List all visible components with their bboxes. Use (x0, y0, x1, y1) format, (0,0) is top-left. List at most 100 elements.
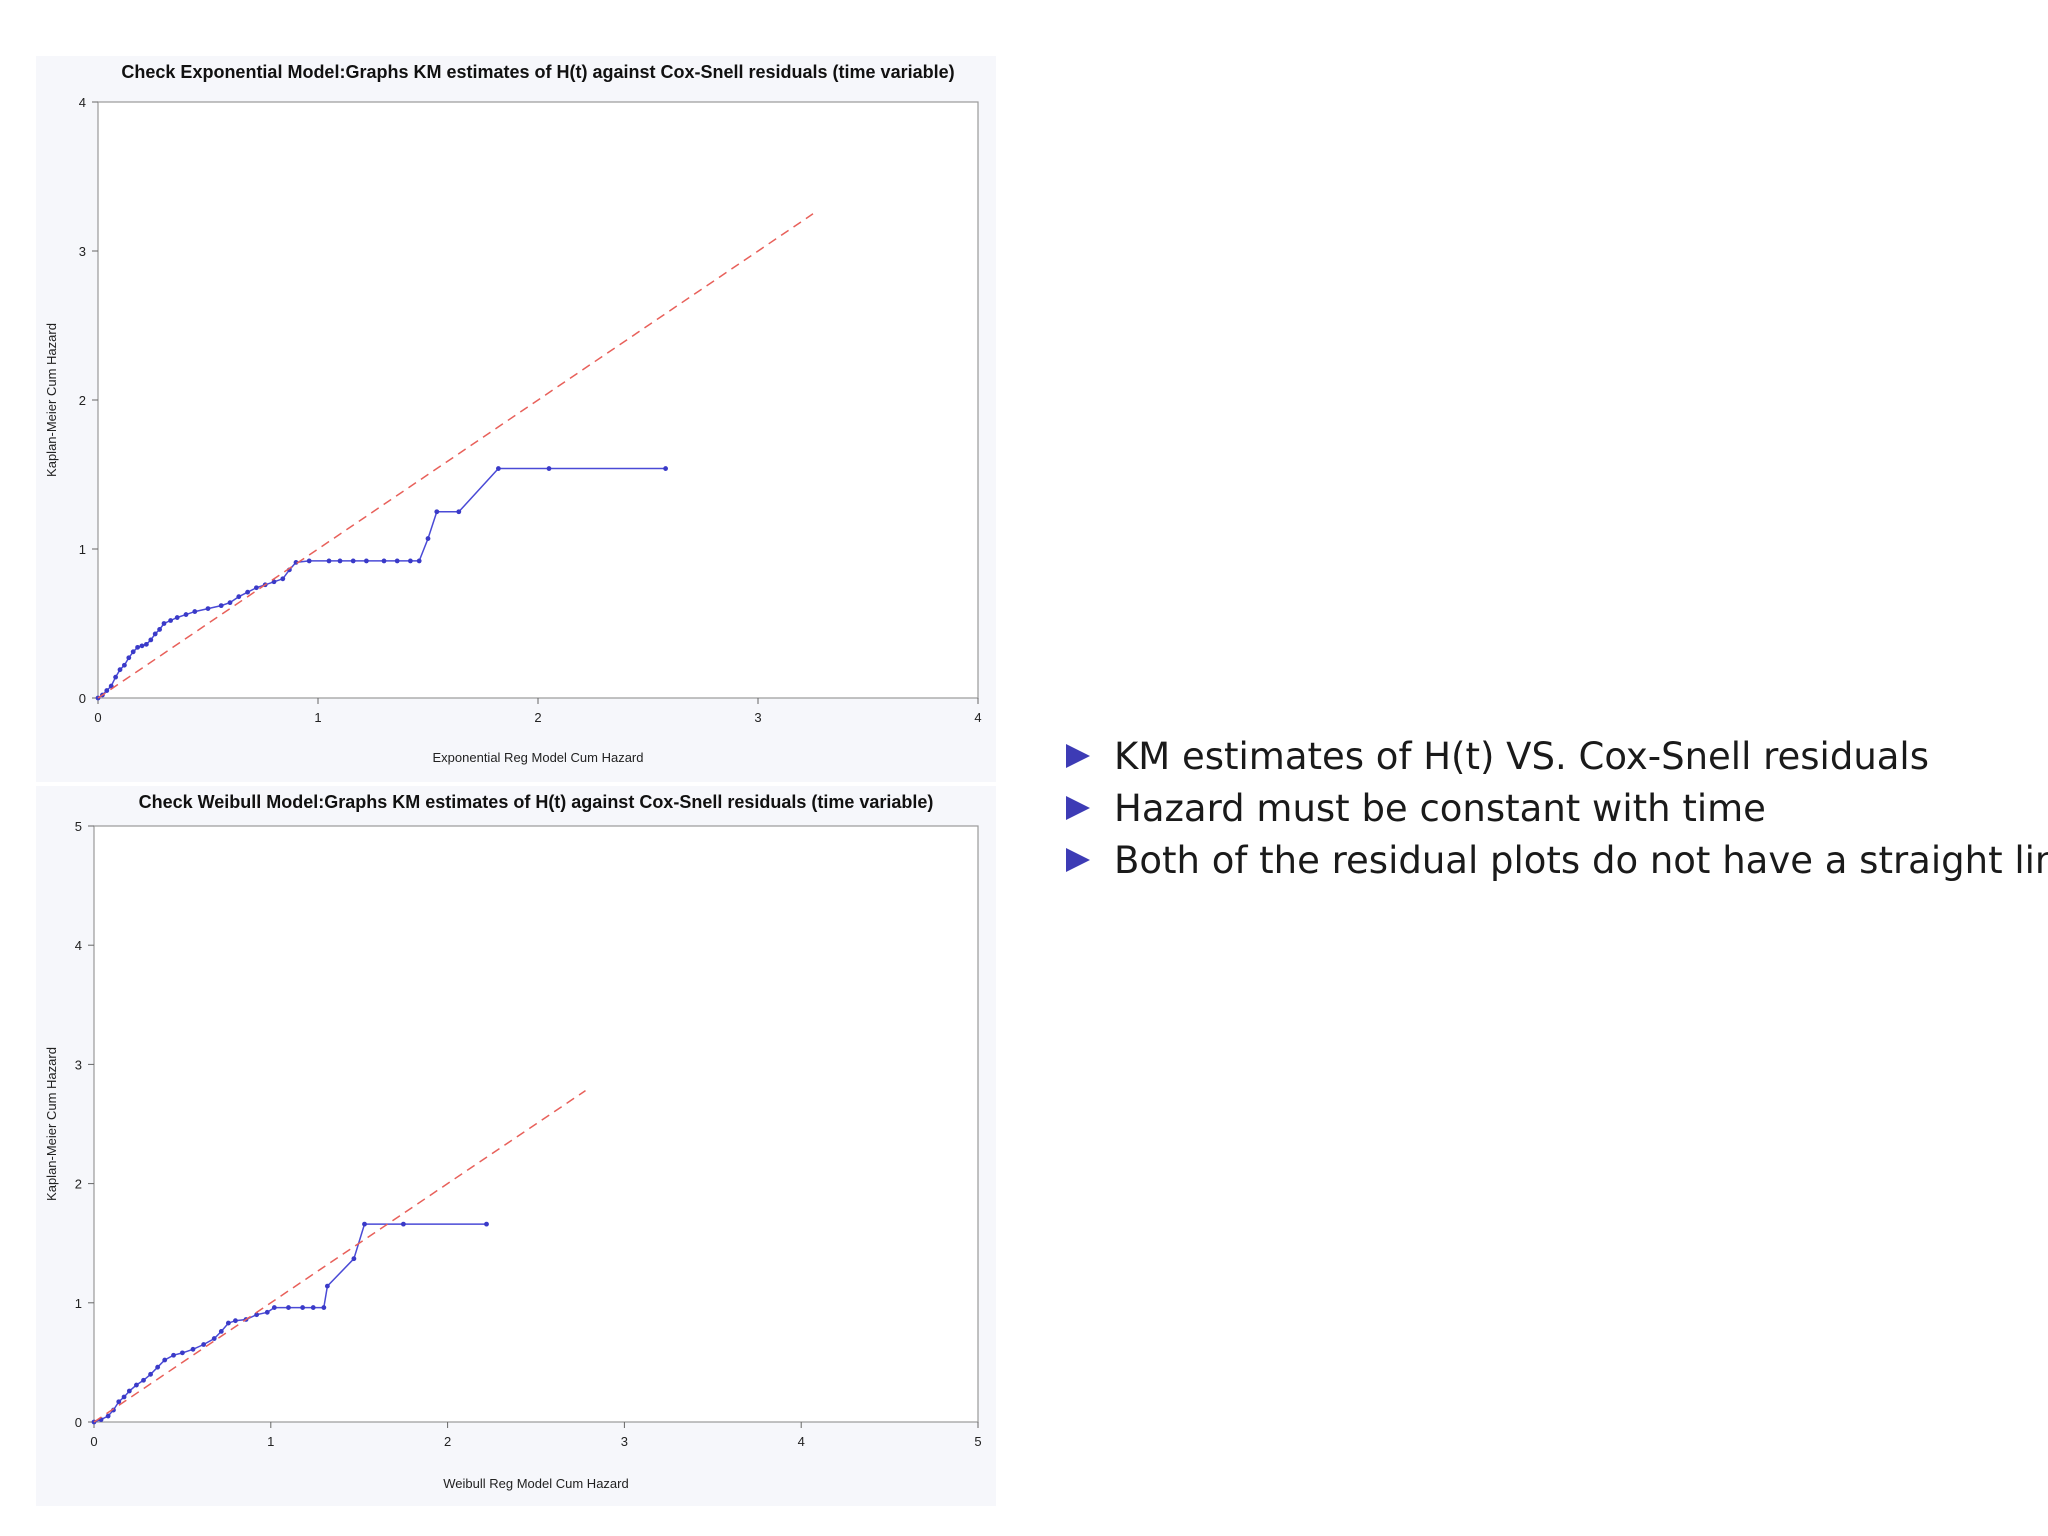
data-point (225, 1320, 231, 1326)
y-tick-label: 1 (79, 542, 86, 557)
y-tick-label: 0 (79, 691, 86, 706)
data-point (148, 1371, 153, 1377)
x-axis-label: Weibull Reg Model Cum Hazard (443, 1476, 628, 1491)
data-point (227, 600, 233, 606)
data-point (381, 558, 387, 564)
chart-title: Check Weibull Model:Graphs KM estimates … (139, 792, 934, 812)
data-point (425, 536, 431, 541)
x-tick-label: 2 (444, 1434, 451, 1449)
data-point (401, 1221, 406, 1227)
data-point (192, 609, 198, 614)
data-point (144, 641, 149, 647)
y-tick-label: 3 (79, 244, 86, 259)
x-tick-label: 3 (754, 710, 761, 725)
triangle-bullet-icon (1066, 744, 1090, 768)
x-tick-label: 4 (798, 1434, 805, 1449)
data-point (484, 1221, 489, 1227)
data-point (211, 1336, 217, 1341)
x-tick-label: 1 (314, 710, 321, 725)
data-point (183, 612, 189, 617)
data-point (233, 1318, 238, 1324)
data-point (116, 1399, 122, 1405)
data-point (245, 589, 251, 595)
y-tick-label: 2 (79, 393, 86, 408)
y-tick-label: 4 (79, 95, 86, 110)
data-point (171, 1352, 176, 1358)
x-tick-label: 5 (974, 1434, 981, 1449)
data-point (321, 1305, 327, 1310)
data-point (408, 558, 413, 564)
y-tick-label: 3 (75, 1057, 82, 1072)
data-point (139, 643, 145, 649)
data-point (162, 1357, 168, 1363)
data-point (351, 1256, 357, 1262)
reference-line-y-equals-x (93, 1089, 586, 1423)
data-point (218, 1329, 224, 1334)
reference-line-y-equals-x (97, 213, 814, 699)
data-point (130, 649, 136, 655)
data-point (663, 466, 668, 471)
data-point (152, 631, 158, 637)
data-point (546, 466, 552, 471)
data-point (168, 618, 174, 623)
data-point (271, 579, 277, 585)
data-point (134, 1382, 139, 1388)
chart-title: Check Exponential Model:Graphs KM estima… (121, 62, 954, 82)
bullet-text: Hazard must be constant with time (1114, 786, 1766, 830)
x-tick-label: 0 (90, 1434, 97, 1449)
data-point (310, 1305, 316, 1310)
bullet-text: KM estimates of H(t) VS. Cox-Snell resid… (1114, 734, 1929, 778)
x-tick-label: 1 (267, 1434, 274, 1449)
y-tick-label: 2 (75, 1177, 82, 1192)
triangle-bullet-icon (1066, 796, 1090, 820)
x-tick-label: 3 (621, 1434, 628, 1449)
data-point (190, 1346, 196, 1352)
y-axis-label: Kaplan-Meier Cum Hazard (44, 323, 59, 477)
data-point (174, 615, 180, 620)
data-point (157, 627, 162, 632)
data-point (271, 1305, 277, 1310)
data-point (205, 606, 211, 611)
data-point (300, 1305, 306, 1310)
x-axis-label: Exponential Reg Model Cum Hazard (433, 750, 644, 765)
data-point (148, 637, 154, 643)
data-point (286, 1305, 291, 1310)
x-tick-label: 2 (534, 710, 541, 725)
data-point (105, 1413, 111, 1419)
data-point (108, 683, 114, 689)
exponential-model-chart: Check Exponential Model:Graphs KM estima… (44, 62, 982, 765)
data-point (113, 674, 118, 680)
data-point (254, 1312, 260, 1318)
data-point (155, 1364, 161, 1370)
data-point (254, 585, 259, 591)
data-point (394, 558, 400, 564)
data-point (122, 662, 127, 668)
data-point (324, 1283, 330, 1289)
x-tick-label: 0 (94, 710, 101, 725)
data-point (456, 509, 462, 515)
data-point (135, 644, 140, 650)
data-point (364, 558, 369, 564)
data-point (264, 1309, 270, 1315)
data-point (201, 1342, 207, 1347)
data-point (434, 509, 440, 515)
data-point (141, 1377, 146, 1383)
data-point (350, 558, 356, 564)
data-point (306, 558, 312, 564)
data-point (280, 576, 286, 582)
data-point (236, 594, 242, 600)
data-point (126, 1388, 132, 1394)
data-point (126, 655, 132, 661)
data-point (362, 1221, 367, 1227)
km-cumulative-hazard-line (97, 467, 666, 699)
y-tick-label: 1 (75, 1296, 82, 1311)
data-point (337, 558, 343, 564)
data-point (121, 1394, 127, 1400)
data-point (117, 667, 123, 673)
y-axis-label: Kaplan-Meier Cum Hazard (44, 1047, 59, 1201)
data-point (161, 621, 167, 626)
triangle-bullet-icon (1066, 848, 1090, 872)
bullet-text: Both of the residual plots do not have a… (1114, 838, 2048, 882)
weibull-model-chart: Check Weibull Model:Graphs KM estimates … (44, 792, 982, 1491)
data-point (496, 466, 501, 471)
